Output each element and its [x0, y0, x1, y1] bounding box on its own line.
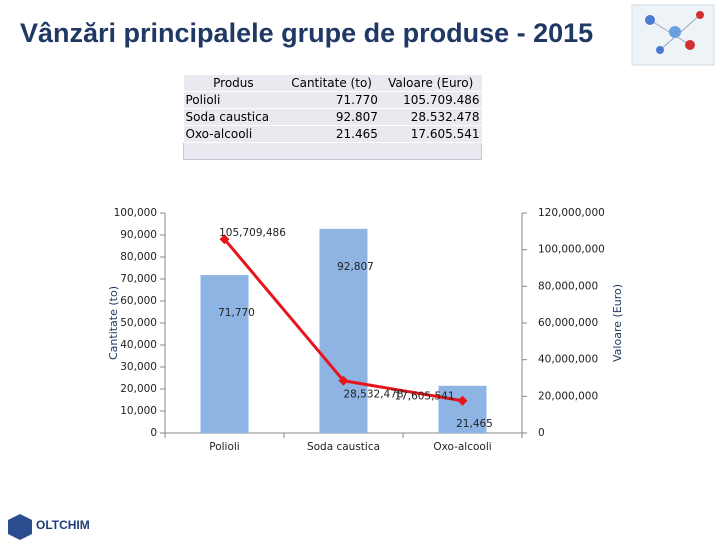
table-cell: Polioli — [183, 91, 284, 109]
y-axis-title: Cantitate (to) — [107, 286, 120, 360]
y-tick-label: 90,000 — [120, 229, 157, 241]
decor-atom — [645, 15, 655, 25]
data-table: Produs Cantitate (to) Valoare (Euro) Poliol… — [183, 75, 482, 160]
table-cell: 17.605.541 — [379, 125, 482, 143]
line-marker — [338, 375, 349, 386]
decor-atom — [669, 26, 681, 38]
y-tick-label: 10,000 — [120, 405, 157, 417]
y2-tick-label: 120,000,000 — [538, 207, 605, 219]
table-body: Produs Cantitate (to) Valoare (Euro) Poliol… — [183, 75, 482, 160]
line-marker — [219, 234, 230, 245]
line-value-label: 17,605,541 — [394, 391, 454, 403]
line-value-label: 28,532,478 — [343, 389, 403, 401]
table-header-cell: Valoare (Euro) — [379, 75, 482, 92]
table-cell: 28.532.478 — [379, 108, 482, 126]
x-tick-label: Oxo-alcooli — [433, 441, 491, 453]
y2-axis-title: Valoare (Euro) — [611, 284, 624, 362]
decor-atom — [685, 40, 695, 50]
x-tick-label: Polioli — [209, 441, 239, 453]
bar — [319, 228, 368, 433]
bar-value-label: 71,770 — [218, 307, 255, 319]
logo-mark — [8, 514, 32, 540]
table-cell: 92.807 — [283, 108, 380, 126]
table-row: Polioli 71.770 105.709.486 — [183, 91, 482, 109]
table-cell: Oxo-alcooli — [183, 125, 284, 143]
bar — [200, 275, 249, 433]
y-tick-label: 40,000 — [120, 339, 157, 351]
y-tick-label: 100,000 — [114, 207, 157, 219]
table-cell: 21.465 — [283, 125, 380, 143]
table-header-cell: Produs — [183, 75, 284, 92]
line-marker — [457, 395, 468, 406]
table-empty-cell — [183, 142, 482, 160]
table-cell: Soda caustica — [183, 108, 284, 126]
decor-atom — [696, 11, 704, 19]
table-header-cell: Cantitate (to) — [283, 75, 380, 92]
y-tick-label: 0 — [150, 427, 157, 439]
table-header-row: Produs Cantitate (to) Valoare (Euro) — [183, 75, 482, 92]
table-row: Oxo-alcooli 21.465 17.605.541 — [183, 125, 482, 143]
line-value-label: 105,709,486 — [219, 227, 286, 239]
logo-text: OLTCHIM — [36, 518, 90, 532]
y-tick-label: 60,000 — [120, 295, 157, 307]
table-empty-row — [183, 142, 482, 160]
decor-atom — [656, 46, 664, 54]
table-row: Soda caustica 92.807 28.532.478 — [183, 108, 482, 126]
y2-tick-label: 60,000,000 — [538, 317, 598, 329]
y2-tick-label: 20,000,000 — [538, 390, 598, 402]
decor-molecule — [631, 4, 715, 66]
y2-tick-label: 80,000,000 — [538, 280, 598, 292]
y2-tick-label: 0 — [538, 427, 545, 439]
y-tick-label: 80,000 — [120, 251, 157, 263]
bar-value-label: 21,465 — [456, 418, 493, 430]
y-tick-label: 50,000 — [120, 317, 157, 329]
x-tick-label: Soda caustica — [307, 441, 380, 453]
y2-tick-label: 40,000,000 — [538, 354, 598, 366]
table-cell: 71.770 — [283, 91, 380, 109]
y-tick-label: 20,000 — [120, 383, 157, 395]
table-cell: 105.709.486 — [379, 91, 482, 109]
y-tick-label: 30,000 — [120, 361, 157, 373]
y-tick-label: 70,000 — [120, 273, 157, 285]
logo-hex — [8, 514, 32, 540]
y2-tick-label: 100,000,000 — [538, 244, 605, 256]
slide-title: Vânzări principalele grupe de produse - … — [20, 18, 594, 48]
bar-value-label: 92,807 — [337, 261, 374, 273]
bar — [438, 385, 487, 433]
